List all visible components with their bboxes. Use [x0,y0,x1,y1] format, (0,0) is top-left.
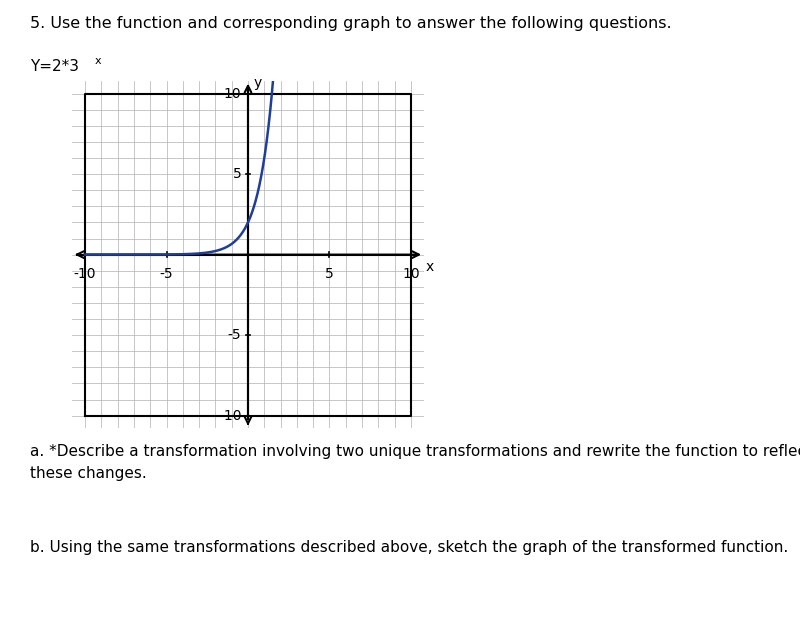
Text: b. Using the same transformations described above, sketch the graph of the trans: b. Using the same transformations descri… [30,540,789,555]
Text: a. *Describe a transformation involving two unique transformations and rewrite t: a. *Describe a transformation involving … [30,444,800,481]
Text: 5: 5 [325,268,334,281]
Text: Y=2*3: Y=2*3 [30,59,79,74]
Text: 10: 10 [224,86,242,101]
Text: 10: 10 [402,268,420,281]
Text: 5. Use the function and corresponding graph to answer the following questions.: 5. Use the function and corresponding gr… [30,16,672,30]
Text: x: x [426,260,434,274]
Text: x: x [94,56,101,66]
Text: -10: -10 [74,268,96,281]
Text: 5: 5 [233,167,242,181]
Text: -5: -5 [160,268,174,281]
Text: y: y [254,76,262,90]
Text: -10: -10 [219,409,242,423]
Text: -5: -5 [228,328,242,342]
